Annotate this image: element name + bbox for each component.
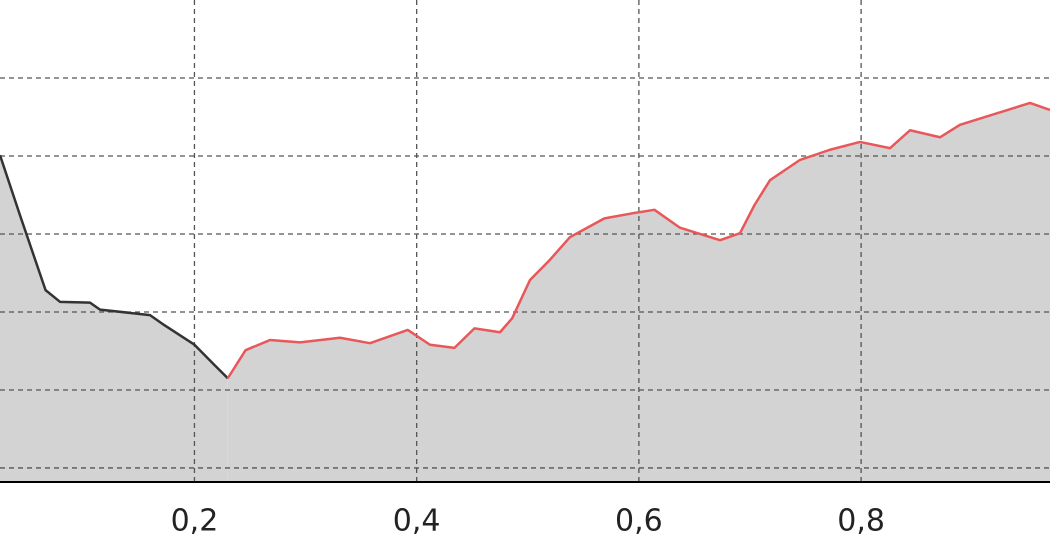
area bbox=[0, 155, 228, 482]
line bbox=[226, 101, 1050, 379]
x-tick-label: 0,8 bbox=[837, 504, 885, 539]
x-tick-label: 0,2 bbox=[171, 504, 219, 539]
line bbox=[0, 154, 229, 380]
x-tick-label: 0,4 bbox=[393, 504, 441, 539]
x-tick-label: 0,6 bbox=[615, 504, 663, 539]
